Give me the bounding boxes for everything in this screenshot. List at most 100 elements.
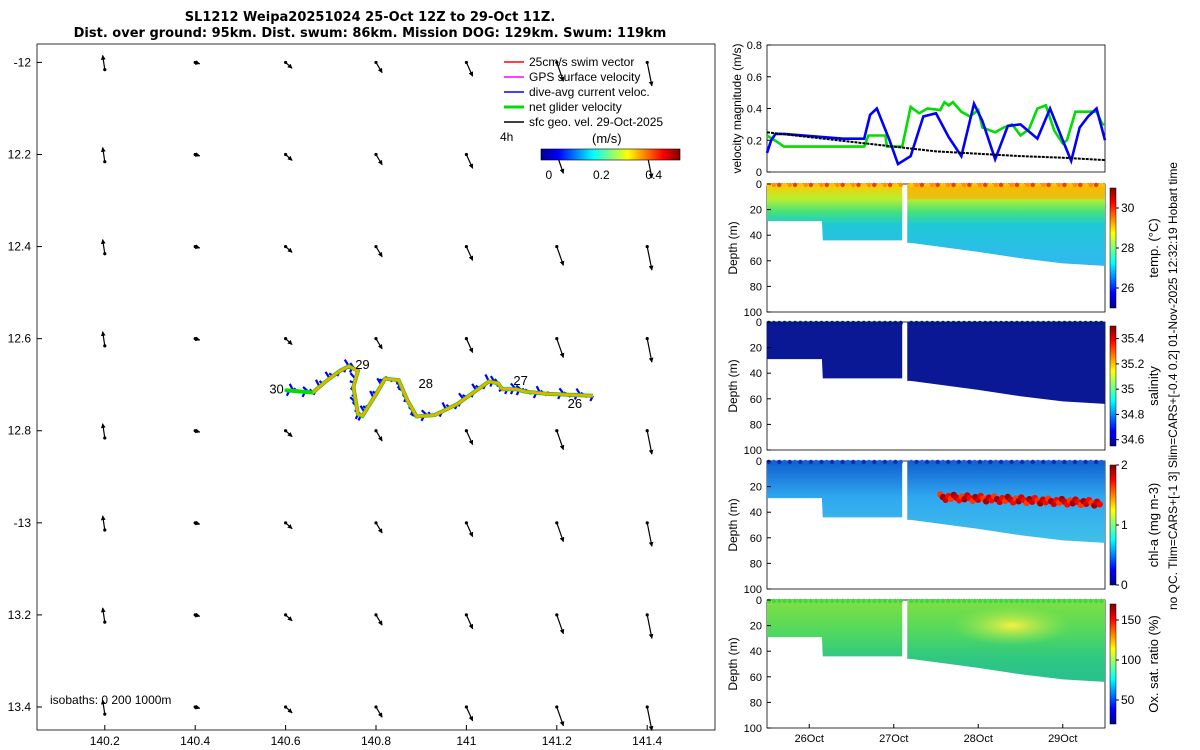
geo-arrow-origin [103,252,107,256]
section-y-tick-label: 20 [750,621,762,633]
geo-velocity-arrow [646,430,654,455]
surface-obs-dot [803,182,808,188]
surface-obs-dot [877,320,882,326]
surface-obs-dot [1041,320,1046,326]
surface-obs-dot [1009,459,1014,465]
map-colorbar-tick-label: 0 [546,168,553,182]
surface-obs-dot [940,320,946,326]
colorbar-tick-label: 1 [1121,518,1128,532]
surface-obs-dot [1004,598,1009,604]
geo-velocity-arrow [100,699,106,715]
geo-velocity-arrow [375,154,383,166]
surface-obs-dot [1062,459,1067,465]
geo-arrow-origin [103,712,107,716]
surface-obs-dot [956,598,962,604]
surface-obs-dot [872,598,877,604]
surface-obs-dot [993,182,998,188]
surface-obs-dot [803,598,808,604]
surface-obs-dot [787,182,793,188]
velocity-ylabel: velocity magnitude (m/s) [730,43,744,173]
surface-obs-dot [814,598,819,604]
surface-obs-dot [872,182,877,188]
surface-obs-dot [893,598,898,604]
surface-obs-dot [1072,459,1078,465]
surface-obs-dot [951,320,956,326]
surface-obs-dot [798,598,803,604]
surface-obs-dot [766,459,771,465]
surface-obs-dot [946,459,951,465]
geo-arrow-origin [555,705,559,709]
surface-obs-dot [1062,320,1067,326]
surface-obs-dot [887,598,893,604]
map-y-tick-label: 12.2 [8,147,32,161]
geo-arrow-origin [284,152,288,157]
geo-arrow-origin [193,152,197,157]
surface-obs-dot [1099,598,1104,604]
geo-velocity-arrow [646,246,654,271]
section-y-tick-label: 0 [756,179,762,191]
geo-arrow-origin [374,705,378,709]
surface-obs-dot [946,320,951,326]
map-x-tick-label: 140.8 [361,734,391,748]
geo-velocity-arrow [100,239,106,254]
section-y-tick-label: 60 [750,394,762,406]
surface-obs-dot [819,320,824,326]
geo-velocity-arrow [556,614,565,635]
surface-obs-dot [1025,320,1030,326]
surface-obs-dot [814,459,819,465]
surface-obs-dot [1078,598,1083,604]
geo-arrow-origin [464,613,468,617]
geo-arrow-origin [284,429,288,433]
surface-obs-dot [782,320,787,326]
surface-obs-dot [1046,598,1051,604]
geo-arrow-origin [645,613,649,617]
surface-obs-dot [1025,598,1030,604]
surface-obs-dot [930,459,935,465]
surface-obs-dot [866,320,872,326]
colorbar-tick-label: 35.2 [1121,357,1145,371]
surface-obs-dot [951,598,956,604]
surface-obs-dot [898,598,903,604]
surface-obs-dot [972,320,977,326]
surface-obs-dot [882,459,888,465]
side-note: no QC. Tlim=CARS+[-1 3] Slim=CARS+[-0.4 … [1166,162,1180,610]
surface-obs-dot [861,182,866,188]
surface-obs-dot [956,320,962,326]
surface-obs-dot [1099,459,1104,465]
section-y-tick-label: 40 [750,230,762,242]
surface-obs-dot [1088,598,1094,604]
surface-obs-dot [850,320,856,326]
surface-obs-dot [1009,598,1014,604]
surface-obs-dot [1046,182,1051,188]
surface-obs-dot [808,182,814,188]
geo-arrow-origin [103,528,107,532]
velocity-y-tick-label: 0.4 [747,104,762,116]
surface-obs-dot [1072,182,1078,188]
geo-velocity-arrow [556,246,565,266]
surface-obs-dot [1014,320,1020,326]
track-day-label: 27 [513,373,527,388]
surface-obs-dot [1088,182,1094,188]
geo-velocity-arrow [465,246,474,261]
surface-obs-dot [951,459,956,465]
surface-obs-dot [1093,320,1099,326]
section-y-tick-label: 20 [750,205,762,217]
colorbar-tick-label: 34.8 [1121,407,1145,421]
surface-obs-dot [919,598,925,604]
surface-obs-dot [924,598,930,604]
surface-obs-dot [977,320,983,326]
surface-obs-dot [1035,459,1041,465]
surface-obs-dot [1051,320,1057,326]
surface-obs-dot [840,320,845,326]
velocity-y-tick-label: 0.8 [747,40,762,52]
surface-obs-dot [866,182,872,188]
section-y-tick-label: 20 [750,343,762,355]
surface-obs-dot [1019,182,1025,188]
section-y-tick-label: 80 [750,697,762,709]
section-data-fill-2 [767,461,1105,543]
geo-arrow-origin [103,68,107,72]
time-x-tick-label: 28Oct [964,733,993,745]
surface-obs-dot [787,598,793,604]
surface-obs-dot [782,182,787,188]
